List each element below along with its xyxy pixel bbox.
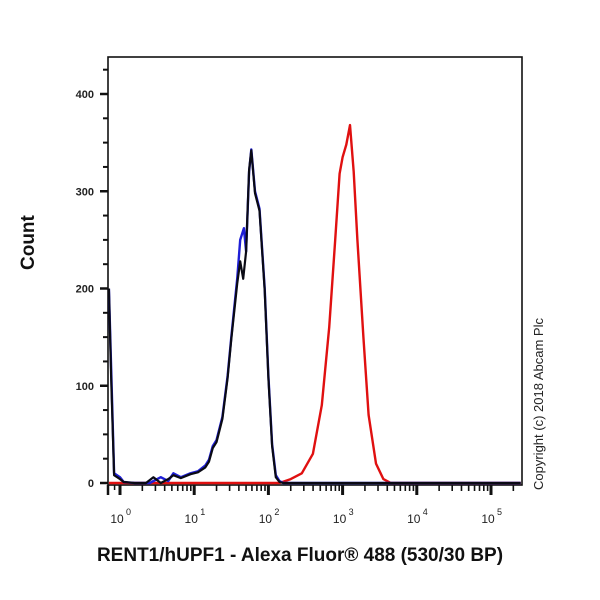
svg-text:3: 3: [349, 507, 354, 517]
svg-text:2: 2: [274, 507, 279, 517]
y-axis: 0 100 200 300 400: [76, 68, 108, 490]
x-tick-label: 10: [110, 512, 124, 526]
x-tick-label: 10: [185, 512, 199, 526]
x-tick-label: 10: [481, 512, 495, 526]
x-axis-label: RENT1/hUPF1 - Alexa Fluor® 488 (530/30 B…: [96, 545, 504, 566]
svg-text:1: 1: [200, 507, 205, 517]
svg-text:0: 0: [126, 507, 131, 517]
series-blue-line: [108, 148, 521, 485]
y-axis-label: Count: [18, 215, 39, 270]
series-lines: [108, 123, 521, 485]
x-tick-label: 10: [333, 512, 347, 526]
y-tick-label: 200: [76, 284, 94, 296]
y-tick-label: 0: [88, 478, 94, 490]
series-red-line: [108, 123, 521, 485]
x-axis: 10 0 10 1 10 2 10 3 10 4 10 5: [106, 485, 515, 526]
y-tick-label: 400: [76, 89, 94, 101]
plot-frame: [107, 56, 523, 486]
y-tick-label: 100: [76, 381, 94, 393]
copyright-notice: Copyright (c) 2018 Abcam Plc: [531, 318, 546, 490]
x-tick-label: 10: [259, 512, 273, 526]
series-black-line: [108, 149, 521, 485]
svg-text:5: 5: [497, 507, 502, 517]
svg-text:4: 4: [423, 507, 428, 517]
x-tick-label: 10: [407, 512, 421, 526]
y-tick-label: 300: [76, 186, 94, 198]
